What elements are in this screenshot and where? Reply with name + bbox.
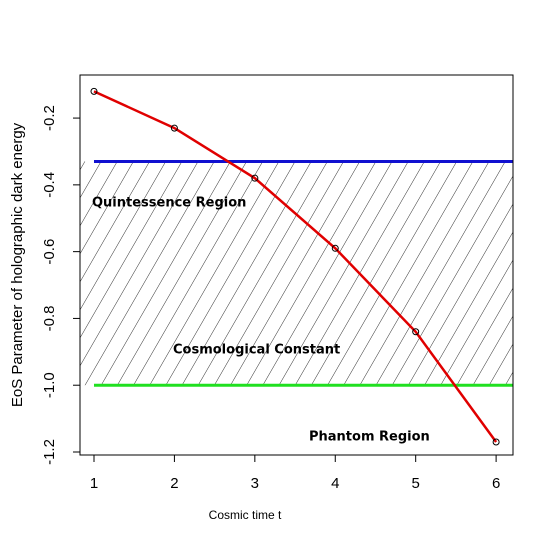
data-point <box>412 328 420 336</box>
y-tick-label: -0.8 <box>41 305 58 331</box>
plot-area <box>80 159 513 387</box>
x-tick-label: 4 <box>331 475 339 492</box>
y-tick-label: -1.0 <box>41 372 58 398</box>
x-tick-label: 1 <box>90 475 98 492</box>
x-tick-label: 2 <box>170 475 178 492</box>
annotation: Cosmological Constant <box>173 343 340 358</box>
y-tick-label: -0.6 <box>41 239 58 265</box>
data-point <box>331 244 339 252</box>
annotation: Phantom Region <box>309 430 430 445</box>
data-point <box>170 124 178 132</box>
y-tick-label: -0.2 <box>41 105 58 131</box>
x-tick-label: 5 <box>412 475 420 492</box>
annotation: Quintessence Region <box>92 196 246 211</box>
data-point <box>90 87 98 95</box>
x-tick-label: 6 <box>492 475 500 492</box>
x-tick-label: 3 <box>251 475 259 492</box>
data-point <box>492 438 500 446</box>
hatch-region <box>80 161 513 386</box>
y-tick-label: -0.4 <box>41 172 58 198</box>
data-line <box>93 90 498 443</box>
y-tick-label: -1.2 <box>41 439 58 465</box>
y-axis-title: EoS Parameter of holographic dark energy <box>9 122 26 407</box>
x-axis-title: Cosmic time t <box>209 508 282 522</box>
plot-frame <box>79 74 514 456</box>
data-point <box>251 174 259 182</box>
